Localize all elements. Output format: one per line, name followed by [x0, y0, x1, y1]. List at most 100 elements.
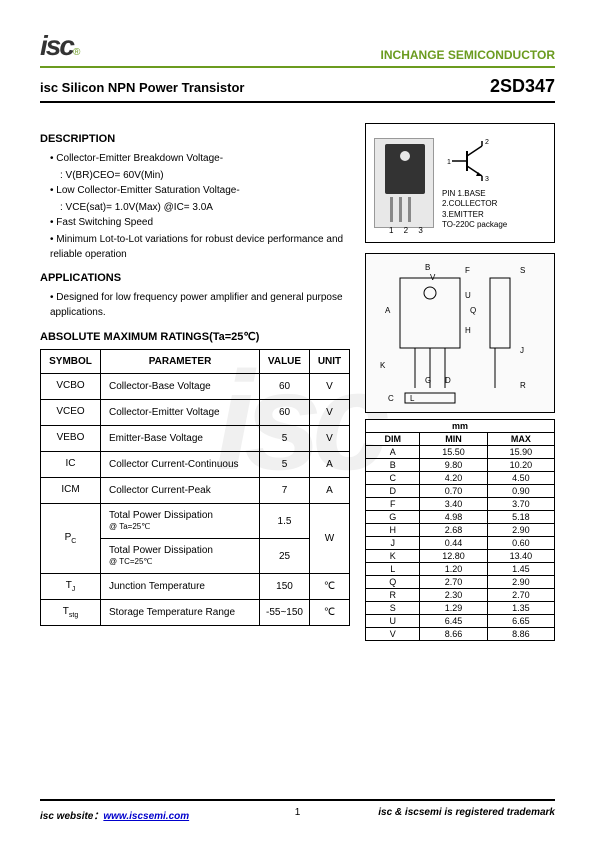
website-label: isc website： — [40, 811, 103, 822]
desc-text: Low Collector-Emitter Saturation Voltage… — [56, 185, 239, 196]
logo-text: isc — [40, 30, 73, 62]
desc-text: Collector-Emitter Breakdown Voltage- — [56, 153, 223, 164]
dim-row: Q2.702.90 — [366, 576, 555, 589]
product-title: isc Silicon NPN Power Transistor — [40, 80, 244, 95]
desc-item: • Collector-Emitter Breakdown Voltage- — [50, 151, 350, 166]
trademark-text: isc & iscsemi is registered trademark — [378, 807, 555, 818]
table-row: TstgStorage Temperature Range-55~150℃ — [41, 600, 350, 626]
col-value: VALUE — [260, 350, 310, 374]
table-row: ICMCollector Current-Peak7A — [41, 478, 350, 504]
svg-text:L: L — [410, 394, 415, 403]
col-unit: UNIT — [310, 350, 350, 374]
dim-col: MIN — [420, 433, 487, 446]
svg-text:R: R — [520, 381, 526, 390]
svg-text:2: 2 — [485, 139, 489, 146]
svg-text:J: J — [520, 346, 524, 355]
table-row: ICCollector Current-Continuous5A — [41, 452, 350, 478]
svg-text:F: F — [465, 266, 470, 275]
website-link[interactable]: www.iscsemi.com — [103, 811, 189, 822]
logo-registered: ® — [73, 47, 80, 58]
table-header-row: SYMBOL PARAMETER VALUE UNIT — [41, 350, 350, 374]
dim-row: D0.700.90 — [366, 485, 555, 498]
dim-row: L1.201.45 — [366, 563, 555, 576]
svg-text:H: H — [465, 326, 471, 335]
svg-text:B: B — [425, 263, 430, 272]
footer: isc website：www.iscsemi.com 1 isc & iscs… — [40, 799, 555, 822]
dim-row: U6.456.65 — [366, 615, 555, 628]
dim-col: MAX — [487, 433, 554, 446]
left-column: DESCRIPTION • Collector-Emitter Breakdow… — [40, 123, 350, 641]
col-parameter: PARAMETER — [101, 350, 260, 374]
pkg-hole — [400, 151, 410, 161]
app-text: Designed for low frequency power amplifi… — [50, 292, 343, 318]
dim-col: DIM — [366, 433, 420, 446]
description-heading: DESCRIPTION — [40, 133, 350, 145]
svg-text:A: A — [385, 306, 391, 315]
svg-text:G: G — [425, 376, 431, 385]
dim-row: R2.302.70 — [366, 589, 555, 602]
svg-text:D: D — [445, 376, 451, 385]
pin-label: 2.COLLECTOR — [442, 199, 546, 209]
svg-text:1: 1 — [447, 159, 451, 166]
pin-diagram: 1 2 3 PIN 1.BASE 2.COLLECTOR 3.EMITTER T… — [442, 136, 546, 231]
desc-sub: : V(BR)CEO= 60V(Min) — [50, 168, 350, 183]
dim-row: F3.403.70 — [366, 498, 555, 511]
dimension-drawing-icon: B F A K U H L G D C V Q S J R — [370, 258, 550, 408]
applications-heading: APPLICATIONS — [40, 272, 350, 284]
dimension-diagram: B F A K U H L G D C V Q S J R — [365, 253, 555, 413]
trademark-notice: isc & iscsemi is registered trademark — [378, 807, 555, 822]
pkg-leads — [390, 197, 411, 222]
pkg-lead — [399, 197, 402, 222]
desc-item: • Low Collector-Emitter Saturation Volta… — [50, 183, 350, 198]
package-diagram: 1 2 3 1 2 3 PIN 1.BASE — [365, 123, 555, 243]
dim-row: J0.440.60 — [366, 537, 555, 550]
dim-row: B9.8010.20 — [366, 459, 555, 472]
right-column: 1 2 3 1 2 3 PIN 1.BASE — [365, 123, 555, 641]
description-list: • Collector-Emitter Breakdown Voltage- :… — [40, 151, 350, 262]
dim-row: S1.291.35 — [366, 602, 555, 615]
ratings-table: SYMBOL PARAMETER VALUE UNIT VCBOCollecto… — [40, 349, 350, 626]
dim-col-row: DIM MIN MAX — [366, 433, 555, 446]
company-name: INCHANGE SEMICONDUCTOR — [381, 48, 555, 62]
logo: isc ® — [40, 30, 80, 62]
header: isc ® INCHANGE SEMICONDUCTOR — [40, 30, 555, 68]
pin-label: TO-220C package — [442, 220, 546, 230]
dimensions-table: mm DIM MIN MAX A15.5015.90B9.8010.20C4.2… — [365, 419, 555, 641]
table-row: PCTotal Power Dissipation@ Ta=25℃1.5W — [41, 504, 350, 539]
ratings-heading: ABSOLUTE MAXIMUM RATINGS(Ta=25℃) — [40, 330, 350, 343]
pin-label: 3.EMITTER — [442, 210, 546, 220]
svg-text:V: V — [430, 273, 436, 282]
package-image: 1 2 3 — [374, 138, 434, 228]
page: isc ® INCHANGE SEMICONDUCTOR isc Silicon… — [0, 0, 595, 842]
transistor-symbol-icon: 1 2 3 — [442, 136, 502, 186]
svg-text:U: U — [465, 291, 471, 300]
svg-text:C: C — [388, 394, 394, 403]
pkg-lead — [390, 197, 393, 222]
app-item: • Designed for low frequency power ampli… — [50, 290, 350, 320]
applications-list: • Designed for low frequency power ampli… — [40, 290, 350, 320]
dim-row: G4.985.18 — [366, 511, 555, 524]
content: DESCRIPTION • Collector-Emitter Breakdow… — [40, 123, 555, 641]
svg-text:K: K — [380, 361, 386, 370]
page-number: 1 — [295, 807, 301, 818]
svg-text:S: S — [520, 266, 525, 275]
col-symbol: SYMBOL — [41, 350, 101, 374]
pkg-pin-numbers: 1 2 3 — [389, 226, 427, 235]
table-row: TJJunction Temperature150℃ — [41, 574, 350, 600]
dim-row: V8.668.86 — [366, 628, 555, 641]
svg-text:Q: Q — [470, 306, 476, 315]
dim-row: H2.682.90 — [366, 524, 555, 537]
desc-item: • Fast Switching Speed — [50, 215, 350, 230]
table-row: VCEOCollector-Emitter Voltage60V — [41, 400, 350, 426]
dim-row: A15.5015.90 — [366, 446, 555, 459]
desc-sub: : VCE(sat)= 1.0V(Max) @IC= 3.0A — [50, 200, 350, 215]
desc-text: Minimum Lot-to-Lot variations for robust… — [50, 234, 343, 260]
pin-label: PIN 1.BASE — [442, 189, 546, 199]
desc-text: Fast Switching Speed — [56, 217, 153, 228]
dim-row: C4.204.50 — [366, 472, 555, 485]
part-number: 2SD347 — [490, 76, 555, 97]
table-row: VEBOEmitter-Base Voltage5V — [41, 426, 350, 452]
dim-header-row: mm — [366, 420, 555, 433]
dim-row: K12.8013.40 — [366, 550, 555, 563]
desc-item: • Minimum Lot-to-Lot variations for robu… — [50, 232, 350, 262]
